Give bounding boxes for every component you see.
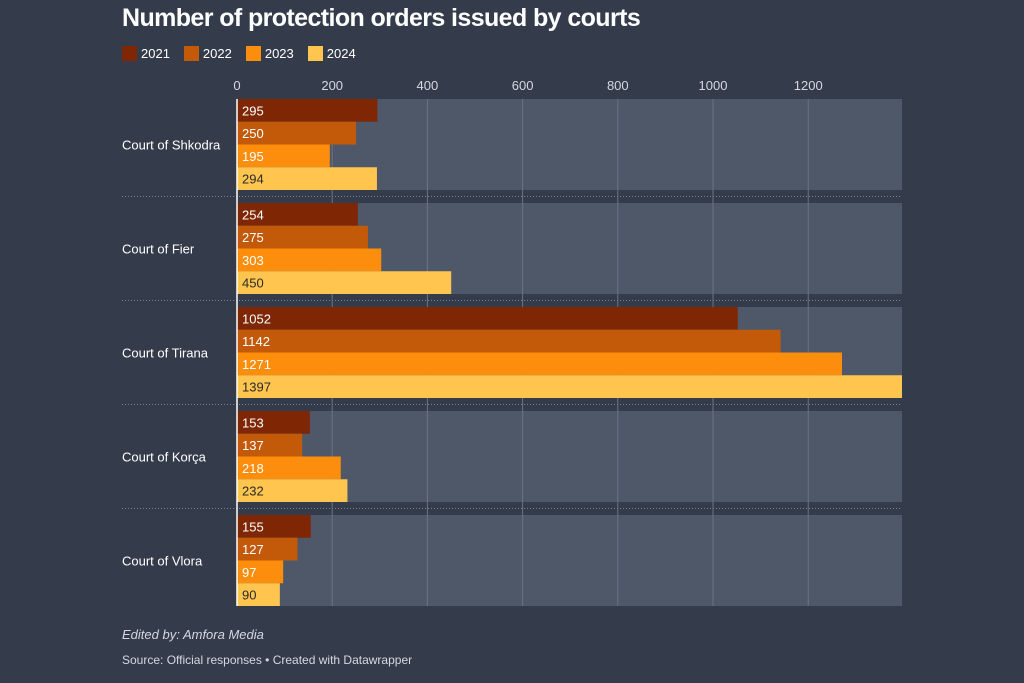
category-label: Court of Shkodra (122, 138, 221, 153)
data-label: 1052 (242, 311, 271, 326)
data-label: 450 (242, 276, 264, 291)
data-label: 1142 (242, 334, 270, 349)
data-label: 275 (242, 230, 264, 245)
legend-label-2024: 2024 (326, 46, 356, 61)
data-label: 294 (242, 172, 264, 187)
source-line: Source: Official responses • Created wit… (122, 653, 413, 667)
bar-2024 (237, 375, 902, 398)
data-label: 127 (242, 542, 264, 557)
group-panel (237, 411, 902, 502)
data-label: 153 (242, 415, 264, 430)
legend-swatch-2024 (307, 46, 323, 61)
chart-legend: 2021 2022 2023 2024 (122, 46, 356, 61)
data-label: 303 (242, 253, 264, 268)
data-label: 254 (242, 207, 264, 222)
bar-2022 (237, 225, 368, 249)
bar-2022 (237, 537, 298, 561)
data-label: 195 (242, 149, 264, 164)
data-label: 97 (242, 565, 256, 580)
bar-2022 (237, 433, 303, 457)
bar-2023 (237, 456, 341, 480)
legend-swatch-2022 (183, 46, 199, 61)
data-label: 1397 (242, 380, 271, 395)
legend-swatch-2023 (245, 46, 261, 61)
bar-2023 (237, 248, 382, 272)
credit-line: Edited by: Amfora Media (122, 627, 264, 642)
bar-2022 (237, 121, 357, 145)
category-label: Court of Fier (122, 242, 195, 257)
bar-2022 (237, 329, 781, 353)
bar-2021 (237, 99, 378, 122)
data-label: 232 (242, 484, 264, 499)
legend-label-2021: 2021 (141, 46, 170, 61)
bar-2023 (237, 144, 330, 168)
x-tick-label: 200 (321, 78, 343, 93)
legend-label-2023: 2023 (264, 46, 294, 61)
category-label: Court of Vlora (122, 554, 203, 569)
legend-item-2021: 2021 (122, 46, 170, 61)
legend-item-2024: 2024 (307, 46, 356, 61)
legend-label-2022: 2022 (202, 46, 232, 61)
legend-item-2022: 2022 (183, 46, 232, 61)
chart-title: Number of protection orders issued by co… (122, 4, 641, 32)
bar-2021 (237, 203, 358, 226)
bar-2021 (237, 411, 310, 434)
bar-2023 (237, 352, 843, 376)
x-tick-label: 0 (233, 78, 240, 93)
category-label: Court of Korça (122, 450, 207, 465)
bar-2021 (237, 515, 311, 538)
data-label: 250 (242, 126, 264, 141)
data-label: 218 (242, 461, 264, 476)
x-tick-label: 1200 (794, 78, 823, 93)
bar-2024 (237, 167, 377, 190)
x-tick-label: 400 (417, 78, 439, 93)
bar-2021 (237, 307, 738, 330)
data-label: 90 (242, 588, 256, 603)
data-label: 295 (242, 103, 264, 118)
x-tick-label: 1000 (699, 78, 728, 93)
data-label: 137 (242, 438, 264, 453)
group-panel (237, 515, 902, 606)
x-tick-label: 800 (607, 78, 629, 93)
category-label: Court of Tirana (122, 346, 209, 361)
bar-2024 (237, 583, 280, 606)
bar-2024 (237, 479, 348, 502)
data-label: 1271 (242, 357, 271, 372)
bar-2024 (237, 271, 452, 294)
legend-item-2023: 2023 (245, 46, 294, 61)
legend-swatch-2021 (122, 46, 137, 61)
x-tick-label: 600 (512, 78, 534, 93)
bar-2023 (237, 560, 284, 584)
data-label: 155 (242, 519, 264, 534)
